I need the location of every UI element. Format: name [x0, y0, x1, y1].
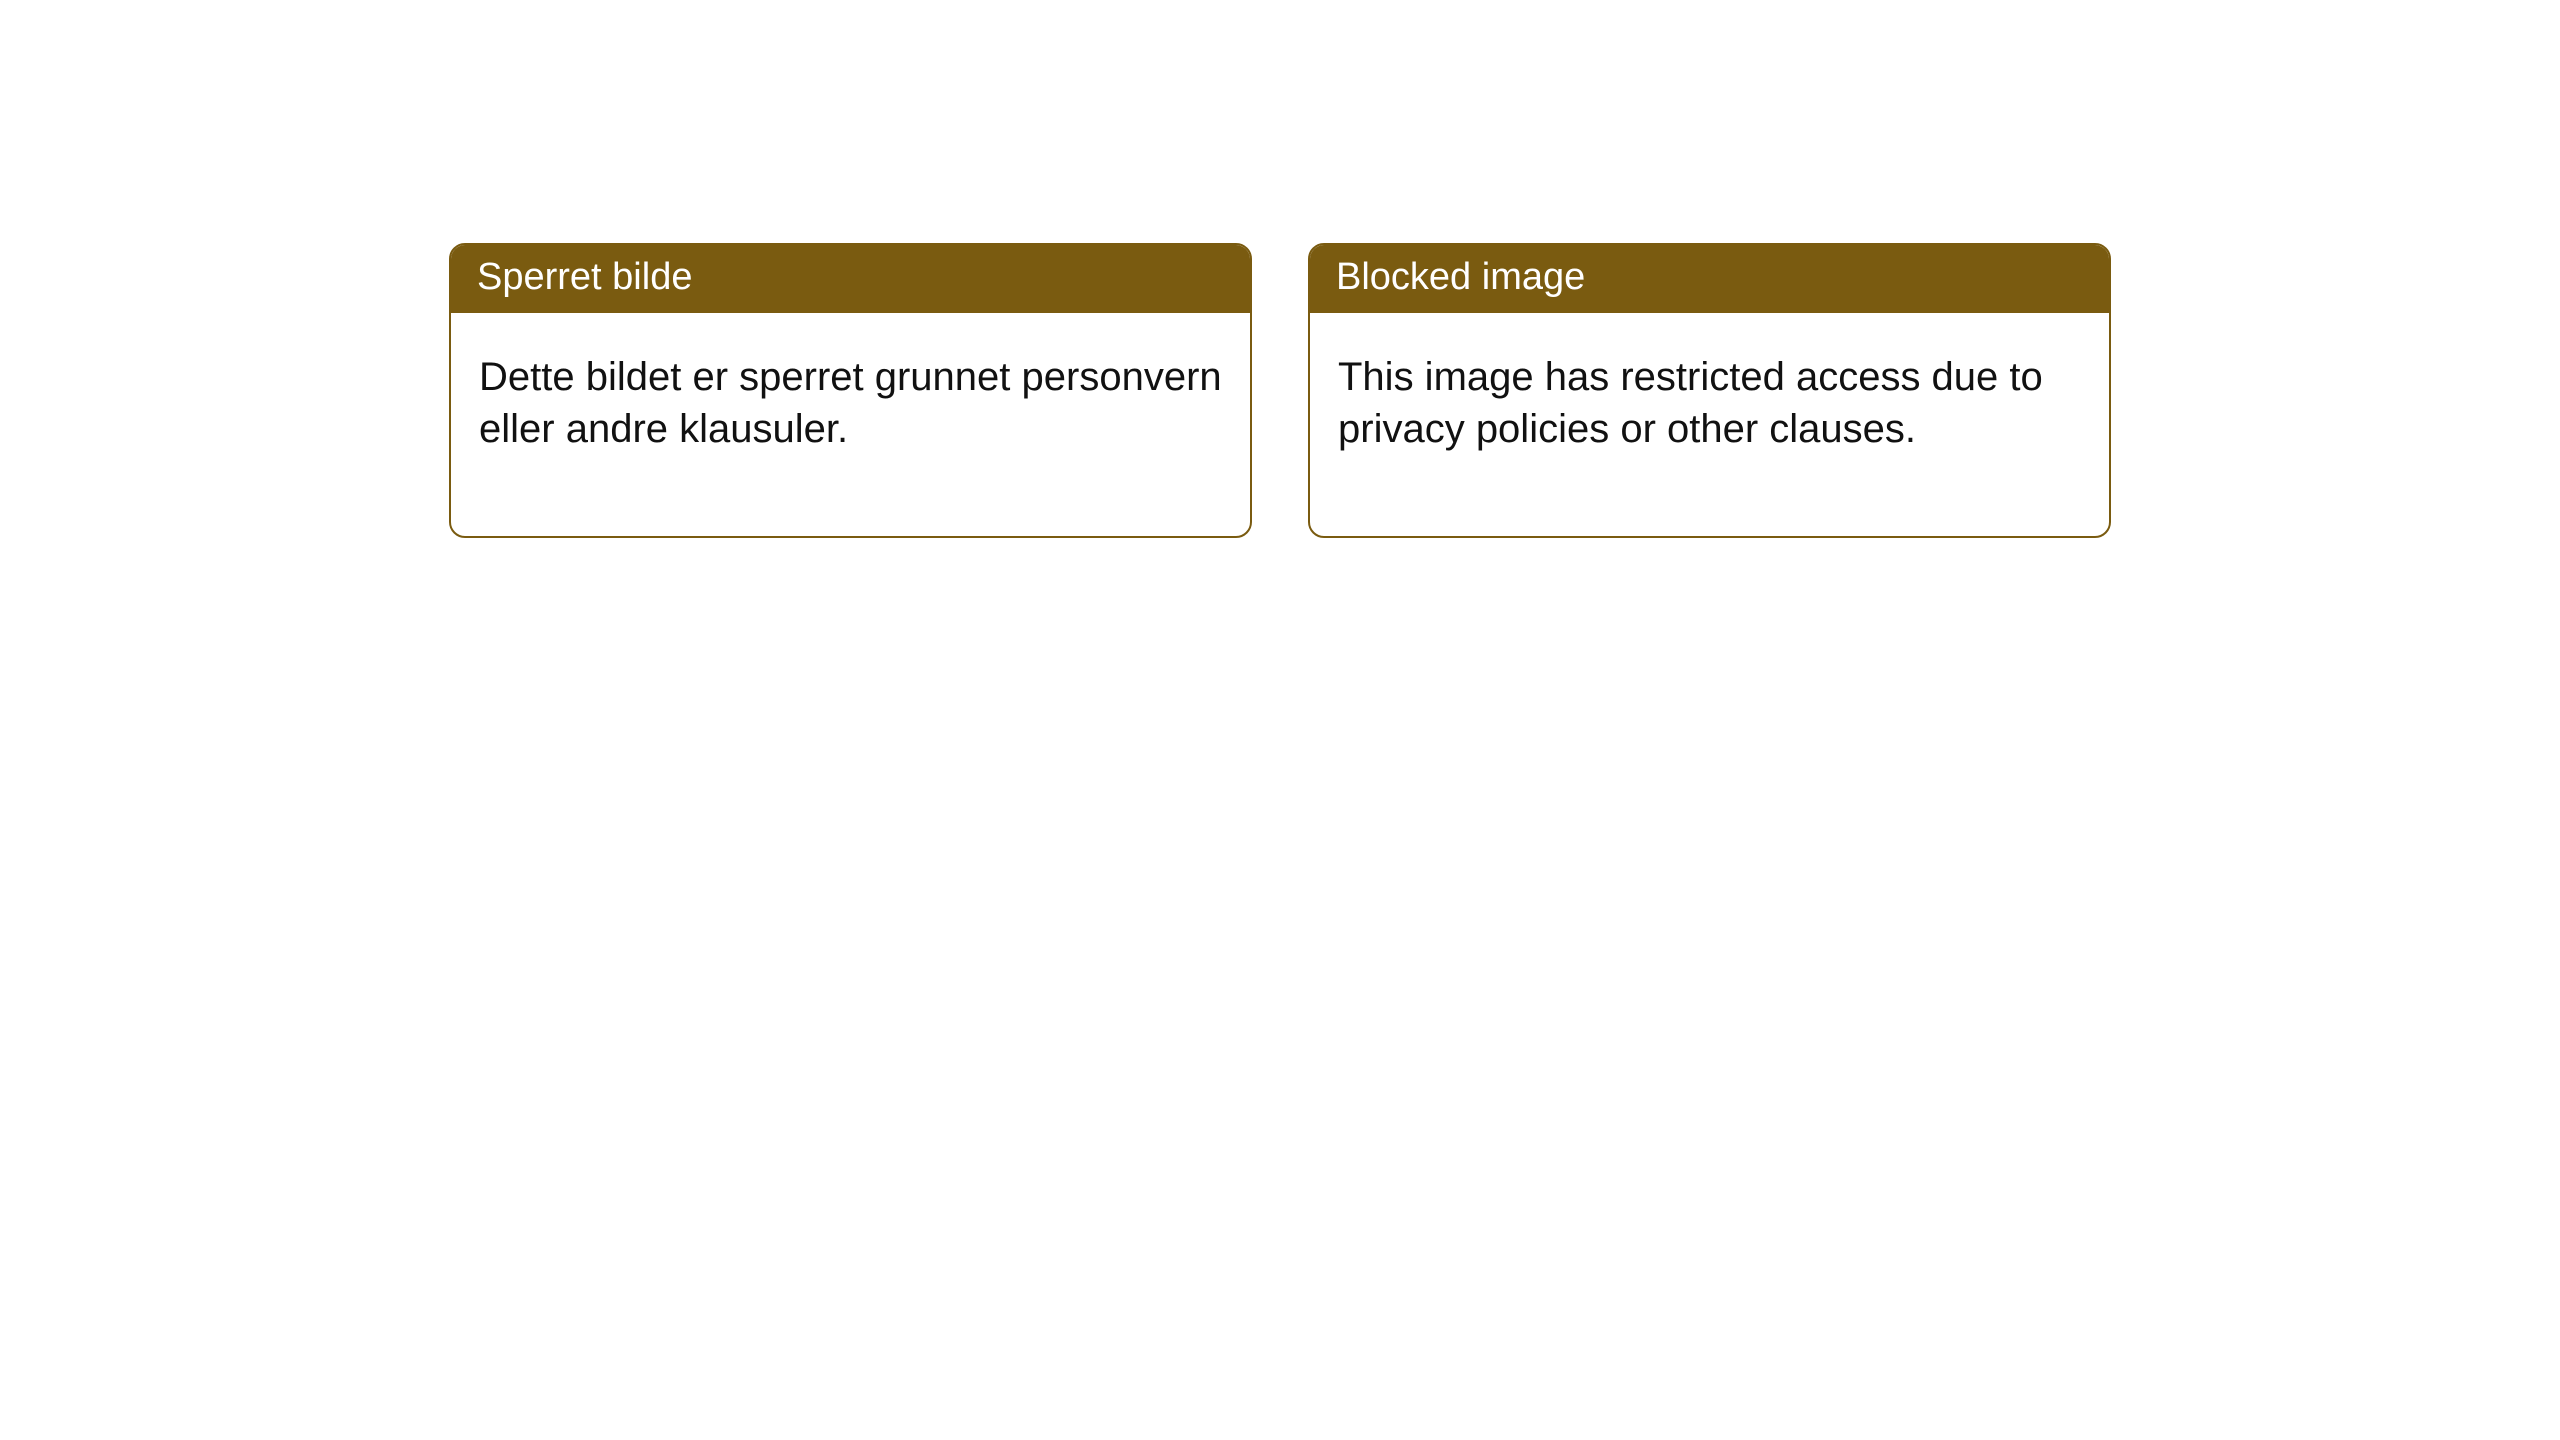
notice-title-english: Blocked image [1310, 245, 2109, 313]
notice-container: Sperret bilde Dette bildet er sperret gr… [449, 243, 2111, 538]
notice-card-norwegian: Sperret bilde Dette bildet er sperret gr… [449, 243, 1252, 538]
notice-card-english: Blocked image This image has restricted … [1308, 243, 2111, 538]
notice-body-english: This image has restricted access due to … [1310, 313, 2109, 537]
notice-title-norwegian: Sperret bilde [451, 245, 1250, 313]
notice-body-norwegian: Dette bildet er sperret grunnet personve… [451, 313, 1250, 537]
